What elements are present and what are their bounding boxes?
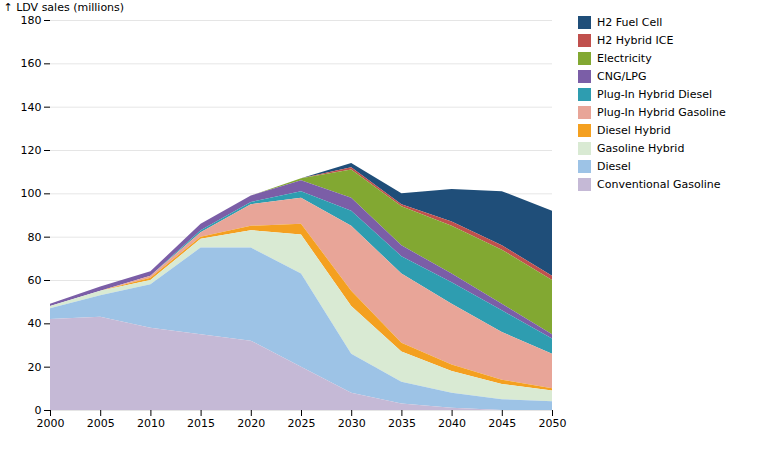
html-text:H2 Hybrid ICE: H2 Hybrid ICE [597,34,674,47]
svg-text:100: 100 [21,187,42,200]
svg-text:2015: 2015 [187,417,215,430]
html-text:Plug-In Hybrid Diesel: Plug-In Hybrid Diesel [597,88,712,101]
svg-text:20: 20 [28,361,42,374]
html-text:H2 Fuel Cell: H2 Fuel Cell [597,16,663,29]
svg-text:2000: 2000 [37,417,65,430]
svg-text:2045: 2045 [488,417,516,430]
svg-text:2005: 2005 [87,417,115,430]
svg-text:2030: 2030 [338,417,366,430]
html-text:Electricity: Electricity [597,52,652,65]
svg-text:140: 140 [21,101,42,114]
svg-text:↑ LDV sales (millions): ↑ LDV sales (millions) [4,1,125,14]
svg-text:2020: 2020 [237,417,265,430]
svg-text:60: 60 [28,274,42,287]
svg-text:160: 160 [21,57,42,70]
html-text:Plug-In Hybrid Gasoline: Plug-In Hybrid Gasoline [597,106,726,119]
html-text:Diesel Hybrid: Diesel Hybrid [597,124,671,137]
html-text:CNG/LPG: CNG/LPG [597,70,647,83]
html-text:Conventional Gasoline: Conventional Gasoline [597,178,721,191]
svg-text:180: 180 [21,14,42,27]
svg-text:40: 40 [28,317,42,330]
html-text:Gasoline Hybrid: Gasoline Hybrid [597,142,685,155]
svg-text:120: 120 [21,144,42,157]
svg-text:2050: 2050 [539,417,567,430]
svg-text:2010: 2010 [137,417,165,430]
html-text:Diesel: Diesel [597,160,631,173]
svg-text:0: 0 [35,404,42,417]
svg-text:2025: 2025 [288,417,316,430]
svg-text:2035: 2035 [388,417,416,430]
svg-text:80: 80 [28,231,42,244]
svg-text:2040: 2040 [438,417,466,430]
